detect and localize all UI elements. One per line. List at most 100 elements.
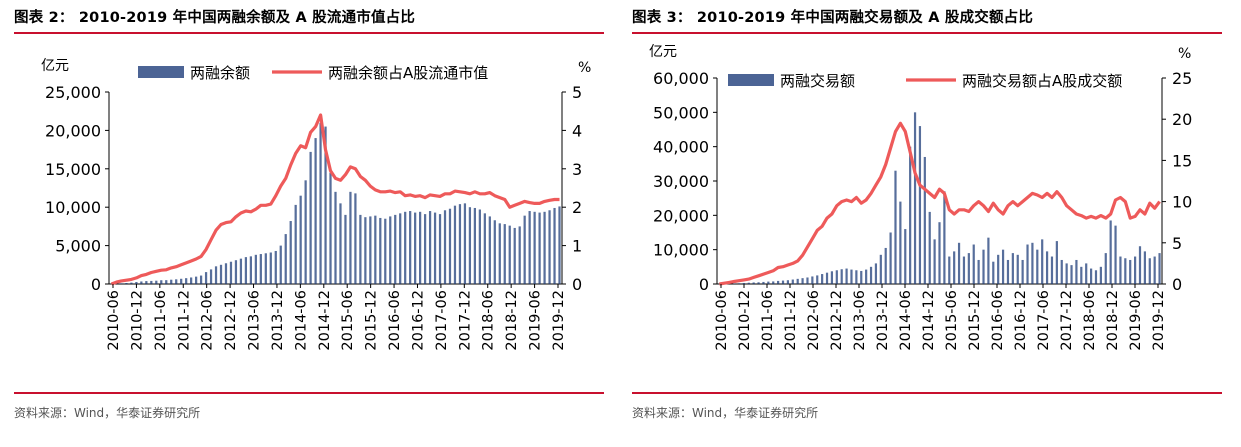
bar — [884, 247, 887, 284]
x-tick-label: 2016-06 — [387, 290, 403, 351]
x-tick-label: 2012-06 — [200, 290, 216, 351]
left-tick-label: 60,000 — [653, 69, 709, 88]
bar — [259, 254, 262, 284]
bar — [135, 282, 138, 284]
bar — [344, 214, 347, 284]
bar — [791, 279, 794, 284]
source-note: 资料来源：Wind，华泰证券研究所 — [632, 406, 819, 420]
bar — [369, 216, 372, 284]
bar — [1124, 258, 1127, 284]
right-tick-label: 3 — [572, 160, 582, 179]
x-tick-label: 2017-12 — [1059, 290, 1075, 351]
bar — [428, 211, 432, 284]
bar — [294, 204, 297, 284]
bar — [443, 210, 447, 284]
bar — [468, 207, 472, 284]
bar — [483, 213, 486, 284]
bar — [1011, 253, 1014, 284]
x-tick-label: 2017-06 — [434, 290, 450, 351]
margin-turnover-chart: 亿元 % 0 10,000 20,000 30,000 40,000 50,000 60,000… — [649, 44, 1192, 351]
bar — [518, 226, 521, 284]
bar — [433, 212, 437, 284]
bar — [894, 170, 897, 284]
ratio-line — [719, 121, 1161, 286]
x-tick-label: 2012-12 — [223, 290, 239, 351]
bar — [488, 216, 491, 284]
bar — [796, 278, 799, 284]
x-tick-label: 2011-06 — [760, 290, 776, 351]
bar — [558, 206, 561, 284]
bar — [913, 112, 917, 284]
bar — [904, 229, 907, 284]
bar — [1119, 256, 1122, 284]
right-tick-label: 0 — [572, 275, 582, 294]
bar — [777, 280, 780, 284]
x-tick-label: 2013-06 — [247, 290, 263, 351]
bar — [816, 275, 819, 284]
bar — [244, 257, 248, 284]
bar — [835, 270, 838, 284]
x-tick-label: 2017-12 — [457, 290, 473, 351]
x-tick-label: 2015-06 — [944, 290, 960, 351]
right-tick-label: 10 — [1172, 193, 1192, 212]
x-tick-label: 2017-06 — [1036, 290, 1052, 351]
bar — [209, 269, 213, 284]
bar — [825, 272, 829, 284]
left-tick-label: 10,000 — [45, 198, 101, 217]
bar — [239, 258, 243, 284]
bar — [309, 151, 312, 284]
bar — [374, 215, 377, 284]
bar — [1055, 241, 1058, 284]
bar — [304, 180, 307, 284]
x-tick-label: 2019-06 — [528, 290, 544, 351]
bar — [1114, 225, 1117, 284]
bar — [538, 212, 541, 284]
right-axis-unit: % — [1178, 46, 1191, 62]
bar — [850, 269, 853, 284]
bar — [448, 208, 452, 284]
bar — [821, 274, 824, 284]
left-axis-unit: 亿元 — [41, 58, 69, 74]
bar — [1070, 265, 1073, 284]
bar — [543, 211, 546, 284]
bar — [1080, 266, 1083, 284]
bar — [1041, 239, 1044, 284]
x-tick-label: 2015-12 — [967, 290, 983, 351]
bar — [160, 280, 163, 284]
bar — [478, 209, 481, 284]
x-tick-label: 2011-12 — [783, 290, 799, 351]
x-tick-label: 2016-12 — [410, 290, 426, 351]
bar — [150, 280, 153, 284]
bar — [354, 193, 357, 284]
bar — [772, 281, 775, 284]
right-tick-label: 1 — [572, 237, 582, 256]
bar — [757, 282, 760, 284]
legend-line-label: 两融交易额占A股成交额 — [962, 72, 1122, 90]
bar — [865, 269, 868, 284]
right-tick-label: 4 — [572, 121, 582, 140]
right-axis-unit: % — [578, 60, 591, 76]
x-tick-label: 2012-06 — [806, 290, 822, 351]
bar — [781, 280, 785, 284]
bar — [1031, 242, 1034, 284]
bar — [1094, 270, 1098, 284]
bar — [1134, 256, 1137, 284]
bar — [855, 270, 858, 284]
left-tick-label: 30,000 — [653, 172, 709, 191]
bar — [214, 266, 218, 284]
bar — [1016, 254, 1019, 284]
bar — [1148, 258, 1151, 284]
bar — [1065, 263, 1068, 284]
bar — [928, 211, 931, 284]
right-tick-label: 15 — [1172, 151, 1192, 170]
x-tick-label: 2019-12 — [1151, 290, 1167, 351]
bar — [923, 156, 926, 284]
bar — [1143, 251, 1146, 284]
right-tick-label: 5 — [572, 83, 582, 102]
left-tick-label: 20,000 — [45, 121, 101, 140]
bar — [334, 191, 337, 284]
bar — [389, 216, 392, 284]
right-tick-label: 0 — [1172, 275, 1182, 294]
left-tick-label: 10,000 — [653, 241, 709, 260]
bar — [379, 217, 382, 284]
